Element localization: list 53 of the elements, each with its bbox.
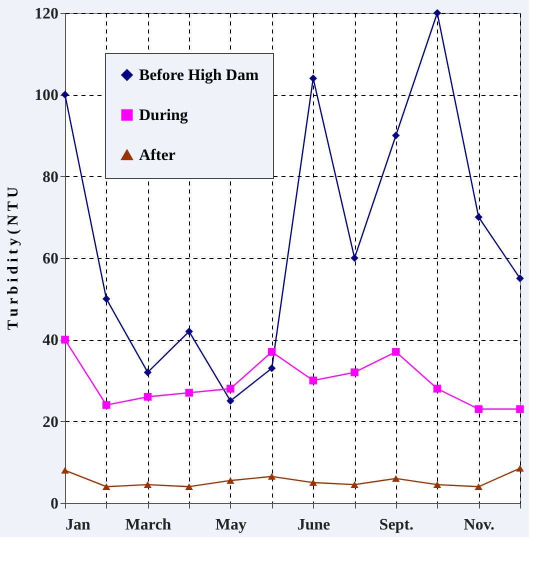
point	[226, 397, 234, 405]
point	[516, 464, 524, 472]
point	[474, 405, 483, 413]
legend-label: After	[139, 147, 176, 164]
x-tick-label: June	[297, 516, 330, 534]
point	[474, 213, 483, 222]
point	[102, 294, 110, 303]
y-tick-label: 120	[34, 6, 58, 22]
x-tick-label: Nov.	[464, 516, 494, 534]
point	[350, 368, 358, 376]
point	[226, 384, 234, 393]
x-tick-label: Jan	[66, 516, 90, 534]
point	[61, 466, 69, 474]
point	[433, 384, 442, 393]
point	[185, 483, 193, 490]
point	[309, 479, 318, 486]
point	[516, 274, 524, 282]
point	[516, 405, 524, 413]
point	[144, 392, 152, 401]
point	[185, 328, 193, 336]
point	[61, 90, 69, 99]
x-tick-label: March	[125, 516, 172, 534]
x-tick-label: May	[215, 516, 247, 534]
y-tick-label: 40	[42, 332, 58, 350]
point	[102, 401, 110, 409]
y-tick-label: 20	[42, 414, 58, 431]
y-tick-label: 60	[42, 250, 58, 268]
legend-label: Before High Dam	[139, 67, 260, 84]
point	[392, 132, 400, 140]
y-tick-label: 100	[34, 87, 58, 104]
point	[185, 388, 193, 397]
point	[102, 483, 110, 490]
point	[144, 368, 152, 376]
point	[474, 483, 483, 490]
point	[268, 348, 276, 356]
point	[309, 74, 318, 82]
y-tick-label: 0	[50, 496, 58, 512]
point	[61, 336, 69, 344]
point	[392, 475, 400, 482]
point	[433, 9, 442, 17]
legend-label: During	[139, 107, 188, 124]
point	[392, 348, 400, 356]
point	[309, 376, 318, 384]
point	[268, 364, 276, 372]
point	[350, 481, 358, 488]
x-tick-label: Sept.	[379, 516, 414, 534]
y-tick-label: 80	[42, 168, 58, 186]
point	[226, 477, 234, 484]
point	[350, 254, 358, 262]
point	[144, 481, 152, 488]
y-axis-title: T u r b i d i t y ( N T U	[6, 186, 22, 330]
point	[268, 473, 276, 480]
point	[433, 481, 442, 488]
